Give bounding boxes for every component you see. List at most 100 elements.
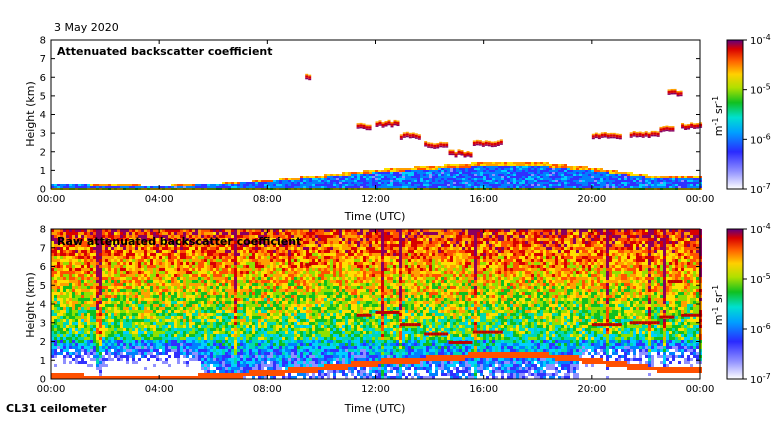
attenuated-heatmap-cell — [393, 182, 396, 184]
raw-heatmap-cell — [165, 304, 168, 307]
raw-heatmap-cell — [150, 250, 153, 253]
raw-heatmap-cell — [129, 292, 132, 295]
attenuated-heatmap-cell — [420, 172, 423, 174]
raw-heatmap-cell — [93, 292, 96, 295]
attenuated-heatmap-cell — [384, 184, 387, 186]
raw-heatmap-cell — [207, 343, 210, 346]
raw-heatmap-cell — [132, 331, 135, 334]
raw-heatmap-cell — [225, 250, 228, 253]
raw-heatmap-cell — [180, 355, 183, 358]
raw-heatmap-cell — [60, 277, 63, 280]
raw-heatmap-cell — [84, 250, 87, 253]
attenuated-cloud-edge — [452, 150, 455, 152]
raw-heatmap-cell — [108, 358, 111, 361]
attenuated-heatmap-cell — [453, 172, 456, 174]
raw-heatmap-cell — [102, 292, 105, 295]
attenuated-heatmap-cell — [120, 186, 123, 188]
attenuated-cloud-base — [680, 95, 683, 97]
attenuated-heatmap-cell — [567, 166, 570, 168]
raw-heatmap-cell — [72, 343, 75, 346]
raw-heatmap-cell — [198, 286, 201, 289]
attenuated-heatmap-cell — [114, 184, 117, 186]
raw-heatmap-cell — [108, 319, 111, 322]
raw-heatmap-cell — [177, 322, 180, 325]
attenuated-cloud-base — [651, 135, 654, 137]
raw-heatmap-cell — [225, 334, 228, 337]
attenuated-cloud-base — [470, 156, 473, 158]
raw-heatmap-cell — [75, 295, 78, 298]
raw-heatmap-cell — [213, 259, 216, 262]
raw-heatmap-cell — [165, 274, 168, 277]
attenuated-heatmap-cell — [438, 182, 441, 184]
attenuated-heatmap-cell — [495, 170, 498, 172]
raw-heatmap-cell — [129, 370, 132, 373]
raw-heatmap-cell — [177, 277, 180, 280]
raw-heatmap-cell — [93, 328, 96, 331]
attenuated-cloud-core — [494, 143, 497, 146]
raw-heatmap-cell — [204, 334, 207, 337]
raw-heatmap-cell — [216, 367, 219, 370]
raw-heatmap-cell — [153, 337, 156, 340]
raw-heatmap-cell — [171, 331, 174, 334]
attenuated-cloud-base — [636, 136, 639, 138]
attenuated-heatmap-cell — [687, 178, 690, 180]
raw-heatmap-cell — [183, 295, 186, 298]
attenuated-heatmap-cell — [423, 178, 426, 180]
raw-heatmap-cell — [69, 295, 72, 298]
raw-heatmap-cell — [162, 256, 165, 259]
raw-heatmap-cell — [132, 334, 135, 337]
raw-heatmap-cell — [222, 295, 225, 298]
attenuated-heatmap-cell — [330, 174, 333, 176]
attenuated-heatmap-cell — [579, 176, 582, 178]
raw-heatmap-cell — [192, 298, 195, 301]
attenuated-heatmap-cell — [642, 184, 645, 186]
attenuated-heatmap-cell — [198, 184, 201, 186]
raw-heatmap-cell — [87, 262, 90, 265]
raw-heatmap-cell — [192, 319, 195, 322]
raw-heatmap-cell — [174, 316, 177, 319]
raw-heatmap-cell — [129, 364, 132, 367]
raw-heatmap-cell — [210, 277, 213, 280]
attenuated-heatmap-cell — [477, 166, 480, 168]
raw-heatmap-cell — [129, 256, 132, 259]
attenuated-heatmap-cell — [675, 180, 678, 182]
raw-heatmap-cell — [99, 319, 102, 322]
attenuated-heatmap-cell — [351, 184, 354, 186]
attenuated-heatmap-cell — [558, 170, 561, 172]
attenuated-cloud-base — [488, 145, 491, 147]
attenuated-heatmap-cell — [480, 174, 483, 176]
colorbar-attenuated — [727, 40, 743, 189]
attenuated-heatmap-cell — [363, 176, 366, 178]
raw-heatmap-cell — [183, 271, 186, 274]
raw-heatmap-cell — [69, 286, 72, 289]
raw-heatmap-cell — [213, 268, 216, 271]
raw-heatmap-cell — [75, 277, 78, 280]
raw-heatmap-cell — [69, 265, 72, 268]
attenuated-heatmap-cell — [537, 184, 540, 186]
raw-heatmap-cell — [180, 343, 183, 346]
attenuated-heatmap-cell — [444, 182, 447, 184]
raw-heatmap-cell — [219, 310, 222, 313]
attenuated-heatmap-cell — [570, 186, 573, 188]
attenuated-heatmap-cell — [513, 170, 516, 172]
attenuated-heatmap-cell — [336, 174, 339, 176]
attenuated-cloud-core — [665, 127, 668, 129]
raw-heatmap-cell — [216, 334, 219, 337]
attenuated-heatmap-cell — [411, 172, 414, 174]
attenuated-heatmap-cell — [594, 172, 597, 174]
attenuated-cloud-core — [687, 126, 690, 129]
raw-heatmap-cell — [93, 352, 96, 355]
attenuated-heatmap-cell — [327, 174, 330, 176]
raw-heatmap-cell — [207, 358, 210, 361]
attenuated-heatmap-cell — [651, 178, 654, 180]
raw-heatmap-cell — [78, 343, 81, 346]
raw-heatmap-cell — [132, 286, 135, 289]
attenuated-heatmap-cell — [408, 182, 411, 184]
attenuated-heatmap-cell — [603, 178, 606, 180]
raw-heatmap-cell — [129, 271, 132, 274]
attenuated-heatmap-cell — [303, 178, 306, 180]
attenuated-heatmap-cell — [609, 180, 612, 182]
raw-heatmap-cell — [111, 265, 114, 268]
attenuated-heatmap-cell — [573, 170, 576, 172]
raw-heatmap-cell — [222, 307, 225, 310]
